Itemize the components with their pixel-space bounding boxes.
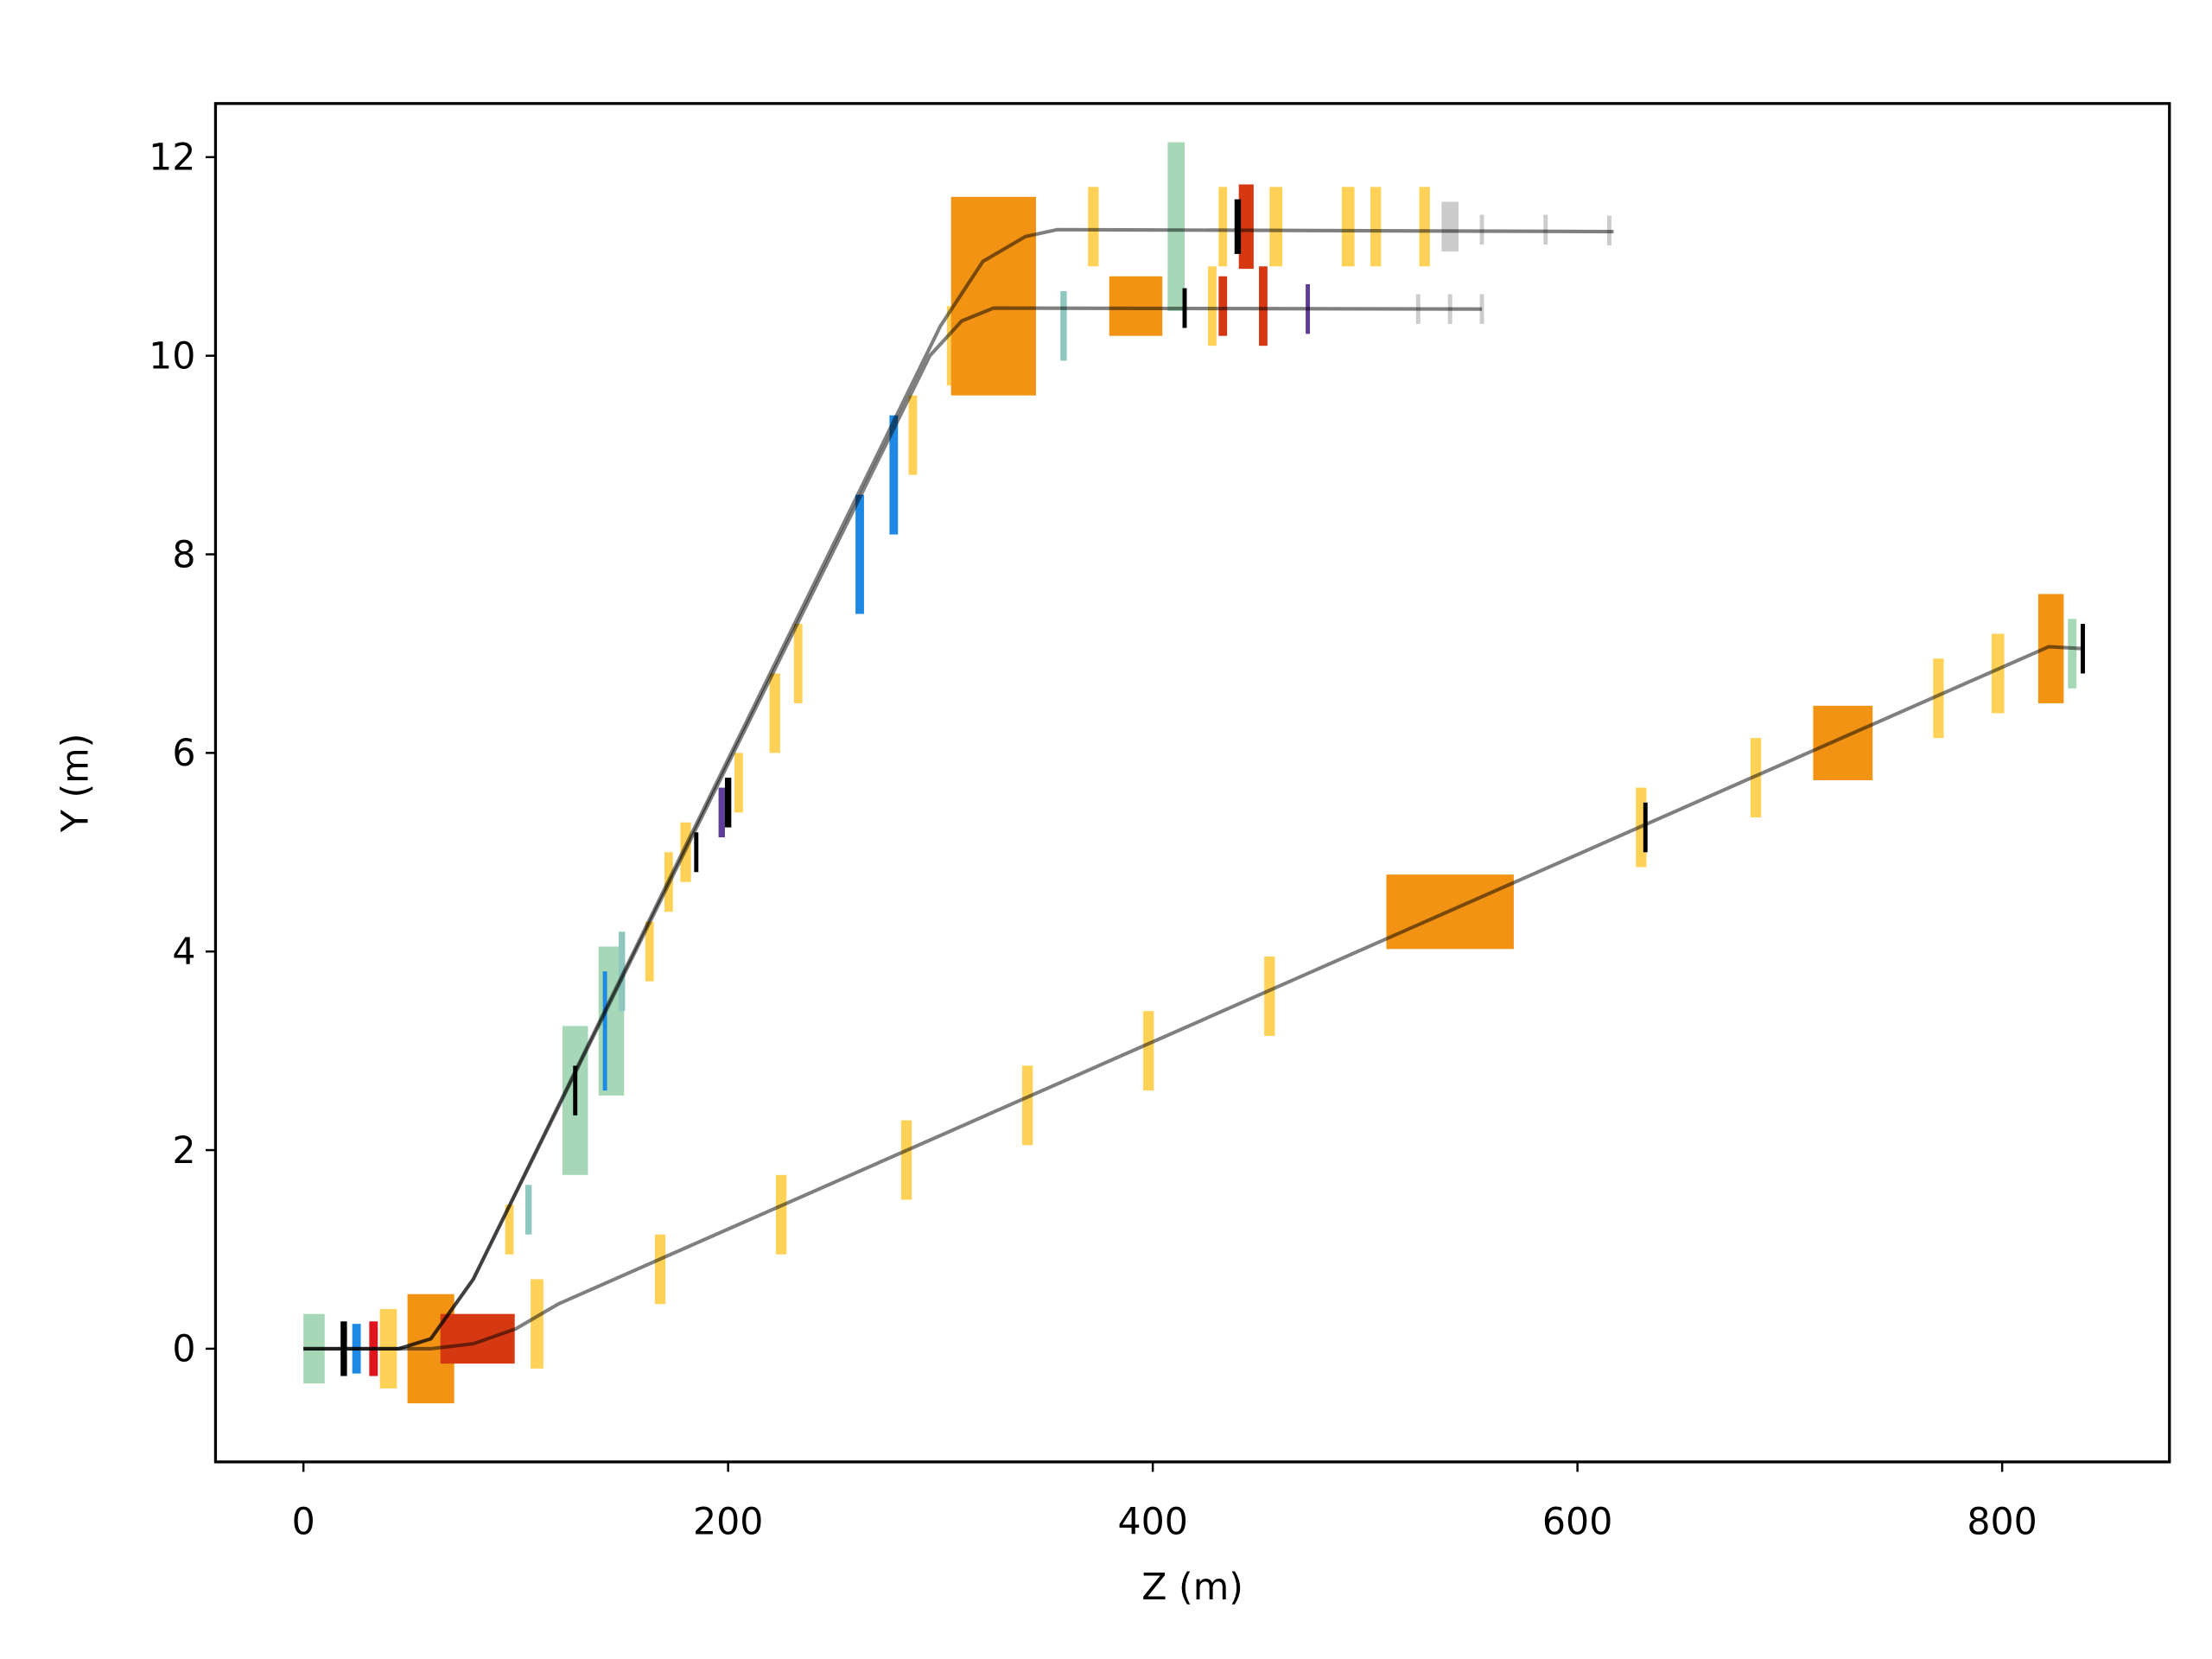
beamline-element: [1370, 187, 1382, 267]
beamline-element: [1264, 956, 1275, 1036]
elements: [303, 142, 2085, 1404]
beamline-element: [793, 623, 803, 703]
x-axis-label: Z (m): [1141, 1566, 1243, 1609]
y-tick-label: 6: [172, 732, 195, 775]
beamline-element: [1109, 276, 1163, 336]
beamline-element: [1238, 184, 1254, 270]
beamline-element: [908, 395, 918, 475]
beamline-element: [2068, 619, 2077, 689]
beamline-element: [775, 1174, 787, 1255]
beamline-element: [1933, 658, 1944, 739]
y-axis-label: Y (m): [54, 734, 98, 833]
beamline-element: [1022, 1065, 1033, 1146]
beamline-element: [1208, 266, 1217, 346]
beamline-element: [1813, 705, 1873, 780]
y-tick-label: 12: [149, 137, 195, 180]
beam-path: [303, 645, 2083, 1351]
x-tick-label: 200: [693, 1501, 763, 1544]
beamline-element: [855, 494, 864, 614]
beamline-element: [946, 306, 956, 386]
beamline-element: [718, 787, 725, 838]
plot-frame: [213, 102, 2171, 1464]
x-tick-label: 400: [1117, 1501, 1187, 1544]
beamline-element: [573, 1065, 578, 1116]
beamline-element: [1479, 294, 1484, 324]
beamline-element: [889, 415, 899, 535]
beamline-element: [1991, 633, 2005, 714]
beamline-element: [1269, 187, 1283, 267]
beamline-element: [654, 1234, 666, 1305]
beamline-element: [1441, 201, 1459, 252]
y-tick-label: 8: [172, 533, 195, 576]
beamline-element: [619, 931, 626, 1012]
beam-lines: [303, 227, 2083, 1351]
beamline-element: [724, 778, 732, 828]
beamline-element: [1060, 290, 1067, 361]
beamline-element: [1088, 187, 1099, 267]
beamline-element: [602, 971, 607, 1091]
beamline-element: [1218, 187, 1228, 267]
beamline-element: [531, 1279, 543, 1369]
y-tick-label: 2: [172, 1129, 195, 1173]
beamline-element: [1218, 276, 1228, 336]
beam-path: [303, 227, 1614, 1351]
x-tick-label: 0: [292, 1501, 315, 1544]
beamline-element: [1234, 199, 1242, 254]
y-tick-label: 0: [172, 1328, 195, 1371]
beamline-element: [1341, 187, 1355, 267]
beamline-element: [950, 196, 1036, 396]
beamline-element: [645, 921, 654, 982]
beamline-element: [505, 1205, 514, 1255]
beamline-element: [694, 832, 699, 873]
beamline-element: [1167, 142, 1185, 311]
x-tick-label: 800: [1967, 1501, 2037, 1544]
beamline-element: [734, 753, 743, 813]
x-tick-label: 600: [1542, 1501, 1612, 1544]
beamline-element: [1143, 1011, 1154, 1091]
beamline-element: [769, 673, 780, 753]
beamline-element: [440, 1313, 515, 1364]
beamline-element: [1419, 187, 1430, 267]
beamline-element: [1643, 802, 1648, 853]
beamline-element: [1259, 266, 1268, 346]
y-tick-label: 4: [172, 931, 195, 974]
y-tick-label: 10: [149, 334, 195, 378]
beamline-element: [524, 1185, 532, 1235]
beamline-element: [900, 1120, 912, 1200]
